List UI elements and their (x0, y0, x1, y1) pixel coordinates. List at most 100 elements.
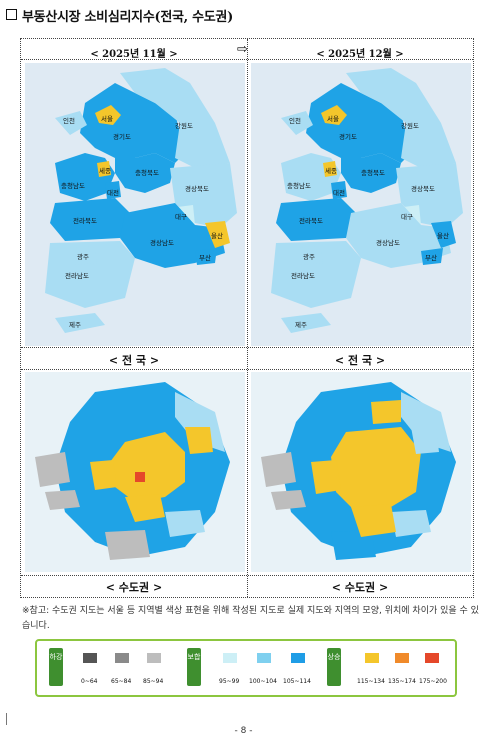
legend-label: 105~114 (283, 678, 311, 685)
legend-tag-down: 하강 (49, 648, 63, 686)
label-gyeonggi: 경기도 (339, 132, 357, 141)
legend-swatch (147, 653, 161, 663)
capital-region-north (185, 427, 213, 454)
region-ulsan (431, 221, 456, 248)
capital-region-south-central (351, 504, 396, 537)
capital-region-north (411, 427, 439, 454)
label-chungbuk: 충청북도 (361, 168, 385, 177)
label-gyeongbuk: 경상북도 (411, 184, 435, 193)
legend-label: 100~104 (249, 678, 277, 685)
caption-nation-left: < 전 국 > (108, 354, 160, 367)
label-ulsan: 울산 (437, 231, 449, 240)
legend-label: 0~64 (81, 678, 98, 685)
region-incheon (55, 111, 87, 135)
label-gyeongnam: 경상남도 (150, 238, 174, 247)
label-gangwon: 강원도 (175, 121, 193, 130)
label-jeonbuk: 전라북도 (299, 216, 323, 225)
legend-swatch (365, 653, 379, 663)
capital-region-south-central (125, 494, 165, 522)
capital-region-northeast (401, 392, 451, 452)
region-gwangju (296, 246, 323, 265)
capital-region-island-west (35, 452, 70, 487)
legend-swatch (223, 653, 237, 663)
footnote: ※참고: 수도권 지도는 서울 등 지역별 색상 표현을 위해 작성된 지도로 … (22, 606, 479, 631)
region-chungbuk (115, 153, 175, 193)
label-incheon: 인천 (63, 116, 75, 125)
capital-region-island-south (45, 490, 80, 510)
label-chungnam: 충청남도 (61, 181, 85, 190)
legend-label: 175~200 (419, 678, 447, 685)
label-gyeongnam: 경상남도 (376, 238, 400, 247)
label-jeonbuk: 전라북도 (73, 216, 97, 225)
label-gyeonggi: 경기도 (113, 132, 131, 141)
label-chungnam: 충청남도 (287, 181, 311, 190)
label-jeonnam: 전라남도 (65, 271, 89, 280)
grid-divider (21, 347, 473, 348)
label-gyeongbuk: 경상북도 (185, 184, 209, 193)
region-jeonbuk (276, 198, 356, 241)
label-seoul: 서울 (101, 114, 113, 123)
label-seoul: 서울 (327, 114, 339, 123)
label-busan: 부산 (199, 253, 211, 262)
region-busan (195, 248, 217, 265)
region-gangwon (346, 68, 456, 168)
capital-map-left (25, 372, 245, 576)
capital-region-north-central (371, 400, 401, 424)
month-label-left: < 2025년 11월 > (90, 49, 178, 60)
label-busan: 부산 (425, 253, 437, 262)
capital-region-south (331, 530, 376, 560)
label-daegu: 대구 (175, 213, 187, 221)
label-daegu: 대구 (401, 213, 413, 221)
region-daejeon (105, 181, 121, 199)
footer-mark (6, 713, 7, 725)
region-gangwon (120, 68, 230, 168)
legend-swatch (115, 653, 129, 663)
label-ulsan: 울산 (211, 231, 223, 240)
capital-region-west (311, 460, 341, 494)
region-seoul (95, 105, 121, 125)
grid-divider (21, 575, 473, 576)
region-ulsan (205, 221, 230, 248)
legend-swatch (425, 653, 439, 663)
checkbox-square-icon (6, 9, 17, 20)
region-chungbuk (341, 153, 401, 193)
right-arrow-icon: ⇨ (237, 42, 248, 57)
grid-divider (21, 369, 473, 370)
region-jeonbuk (50, 198, 130, 241)
caption-capital-left: < 수도권 > (105, 581, 163, 594)
capital-region-southeast (391, 510, 431, 537)
region-gyeonggi (306, 83, 411, 163)
month-label-right: < 2025년 12월 > (316, 49, 404, 60)
region-sejong (97, 161, 111, 177)
label-jeonnam: 전라남도 (291, 271, 315, 280)
legend-label: 115~134 (357, 678, 385, 685)
capital-region-seoul (110, 432, 185, 502)
legend-label: 135~174 (388, 678, 416, 685)
legend-tag-flat: 보합 (187, 648, 201, 686)
caption-capital-right: < 수도권 > (331, 581, 389, 594)
legend-swatch (395, 653, 409, 663)
legend-label: 85~94 (143, 678, 164, 685)
legend-tag-up: 상승 (327, 648, 341, 686)
label-daejeon: 대전 (107, 188, 119, 197)
legend-label: 95~99 (219, 678, 240, 685)
capital-region-south (105, 530, 150, 560)
capital-region-northeast (175, 392, 225, 452)
grid-divider (21, 59, 473, 60)
region-seoul (321, 105, 347, 125)
label-jeju: 제주 (295, 321, 307, 329)
map-comparison-grid: < 2025년 11월 > ⇨ < 2025년 12월 > 인천 서울 경기도 (20, 38, 474, 598)
region-jeju (55, 313, 105, 333)
label-sejong: 세종 (325, 166, 337, 175)
region-gyeonggi (80, 83, 185, 163)
capital-region-hotspot (135, 472, 145, 482)
label-gangwon: 강원도 (401, 121, 419, 130)
color-legend: 하강 0~64 65~84 85~94 보합 95~99 100~104 105… (35, 639, 457, 697)
capital-region-southeast (165, 510, 205, 537)
section-title: 부동산시장 소비심리지수(전국, 수도권) (6, 6, 233, 25)
label-chungbuk: 충청북도 (135, 168, 159, 177)
region-jeju (281, 313, 331, 333)
label-daejeon: 대전 (333, 188, 345, 197)
region-daejeon (331, 181, 347, 199)
nation-map-right: 인천 서울 경기도 강원도 충청북도 세종 충청남도 대전 경상북도 대구 전라… (251, 63, 471, 350)
